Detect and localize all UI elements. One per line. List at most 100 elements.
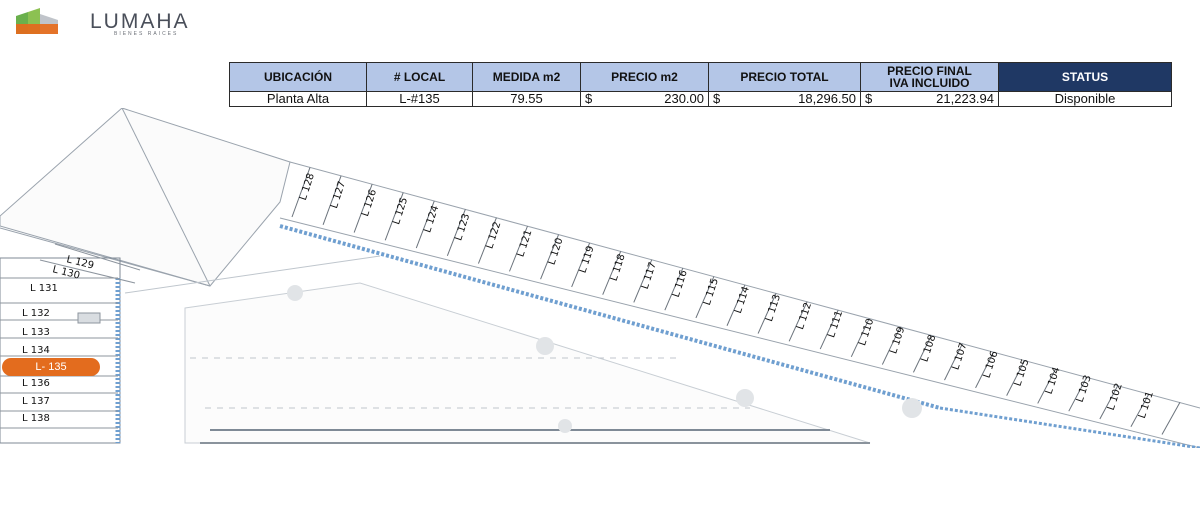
unit-label: L 122 — [484, 220, 503, 250]
header-medida: MEDIDA m2 — [472, 62, 581, 92]
header-local: # LOCAL — [366, 62, 473, 92]
unit-divider — [509, 225, 528, 272]
brand-name: LUMAHA — [90, 10, 190, 33]
header-precio-final-line2: IVA INCLUIDO — [889, 76, 970, 90]
unit-label: L 115 — [702, 277, 721, 307]
unit-divider — [912, 334, 932, 373]
unit-label: L 118 — [609, 253, 628, 283]
unit-divider — [446, 209, 466, 257]
table-row: Planta Alta L-#135 79.55 $230.00 $18,296… — [229, 91, 1172, 107]
cell-medida: 79.55 — [472, 91, 581, 107]
unit-label: L 104 — [1044, 366, 1063, 396]
unit-label: L 119 — [578, 245, 597, 275]
cell-precio-total: $18,296.50 — [708, 91, 861, 107]
unit-label: L 126 — [360, 188, 379, 218]
unit-divider — [633, 259, 653, 303]
unit-label: L 138 — [22, 413, 50, 424]
unit-label: L 133 — [22, 327, 50, 338]
unit-label: L 114 — [733, 285, 752, 315]
highlighted-unit-l135[interactable]: L- 135 — [2, 358, 100, 376]
unit-label: L 109 — [888, 325, 907, 355]
price-table: UBICACIÓN # LOCAL MEDIDA m2 PRECIO m2 PR… — [229, 62, 1172, 107]
unit-divider — [757, 293, 777, 334]
unit-label: L 132 — [22, 308, 50, 319]
unit-divider — [291, 167, 311, 218]
unit-label: L 113 — [764, 293, 783, 323]
unit-divider — [1006, 360, 1026, 396]
unit-label: L 123 — [453, 212, 472, 242]
left-unit-labels: L 131 L 132 L 133 L 134 L 136 L 137 L 13… — [22, 283, 58, 424]
header-precio-total: PRECIO TOTAL — [708, 62, 861, 92]
unit-label: L 103 — [1075, 374, 1094, 404]
unit-divider — [881, 326, 901, 365]
unit-divider — [1130, 393, 1150, 427]
diagonal-unit-dividers — [291, 167, 1181, 435]
currency-symbol: $ — [585, 91, 593, 106]
unit-label: L 136 — [22, 378, 50, 389]
unit-label: L 127 — [329, 180, 348, 210]
unit-label: L 117 — [640, 261, 659, 291]
unit-divider — [850, 318, 870, 358]
cell-precio-final: $21,223.94 — [860, 91, 999, 107]
unit-divider — [819, 309, 839, 350]
precio-total-value: 18,296.50 — [798, 91, 856, 106]
unit-label: L 112 — [795, 301, 814, 331]
unit-divider — [322, 175, 342, 225]
unit-divider — [944, 343, 963, 381]
unit-label: L 134 — [22, 345, 50, 356]
unit-divider — [1068, 376, 1088, 412]
unit-label: L 137 — [22, 396, 50, 407]
precio-m2-value: 230.00 — [664, 91, 704, 106]
logo-mark-icon — [16, 8, 58, 34]
unit-label: L 106 — [981, 350, 1000, 380]
cell-status: Disponible — [998, 91, 1172, 107]
header-status: STATUS — [998, 62, 1172, 92]
header-precio-final: PRECIO FINAL IVA INCLUIDO — [860, 62, 999, 92]
unit-label: L 101 — [1137, 390, 1156, 420]
unit-divider — [540, 234, 560, 280]
unit-label: L 124 — [422, 204, 441, 234]
unit-divider — [664, 267, 684, 311]
cell-precio-m2: $230.00 — [580, 91, 709, 107]
upper-left-unit-lines — [39, 243, 141, 284]
unit-label: L 131 — [30, 283, 58, 294]
unit-label: L 121 — [515, 228, 534, 258]
unit-label: L 120 — [546, 237, 565, 267]
cell-ubicacion: Planta Alta — [229, 91, 367, 107]
header-precio-m2: PRECIO m2 — [580, 62, 709, 92]
currency-symbol: $ — [713, 91, 721, 106]
unit-label: L 125 — [391, 196, 410, 226]
price-table-header: UBICACIÓN # LOCAL MEDIDA m2 PRECIO m2 PR… — [229, 62, 1172, 92]
unit-divider — [975, 351, 995, 389]
header-ubicacion: UBICACIÓN — [229, 62, 367, 92]
unit-divider — [726, 284, 746, 326]
unit-divider — [695, 276, 715, 319]
brand-logo: LUMAHA BIENES RAICES — [14, 6, 204, 40]
unit-divider — [1037, 368, 1057, 404]
unit-divider — [1099, 385, 1119, 420]
unit-label: L 107 — [950, 342, 969, 372]
unit-label: L 108 — [919, 334, 938, 364]
header-precio-final-line1: PRECIO FINAL — [887, 64, 972, 78]
unit-label: L 116 — [671, 269, 690, 299]
unit-divider — [571, 242, 591, 288]
unit-divider — [415, 200, 435, 249]
unit-divider — [477, 217, 497, 264]
unit-divider — [384, 192, 404, 241]
unit-label: L 110 — [857, 317, 876, 347]
plan-background-structure — [0, 108, 1200, 448]
unit-divider — [1161, 402, 1181, 435]
precio-final-value: 21,223.94 — [936, 91, 994, 106]
unit-divider — [353, 184, 373, 233]
unit-label: L 102 — [1106, 382, 1125, 412]
floor-plan: L 131 L 132 L 133 L 134 L 136 L 137 L 13… — [0, 108, 1200, 448]
unit-divider — [602, 251, 622, 295]
left-units — [0, 277, 118, 429]
cell-local: L-#135 — [366, 91, 473, 107]
unit-label: L 105 — [1013, 358, 1032, 388]
currency-symbol: $ — [865, 91, 873, 106]
unit-label: L 128 — [298, 172, 317, 202]
brand-tagline: BIENES RAICES — [114, 31, 179, 37]
unit-label: L 111 — [826, 309, 845, 339]
unit-divider — [788, 301, 808, 342]
